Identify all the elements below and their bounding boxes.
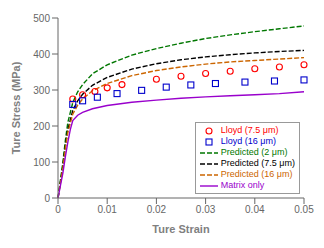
svg-text:0.05: 0.05 [294,204,314,215]
svg-text:Ture Stress (MPa): Ture Stress (MPa) [10,61,22,154]
html-text:Matrix only: Matrix only [220,180,265,190]
svg-text:Ture Strain: Ture Strain [152,223,210,235]
svg-text:0: 0 [44,193,50,204]
html-text:Lloyd (7.5 μm): Lloyd (7.5 μm) [220,125,279,135]
html-text:Lloyd (16 μm): Lloyd (16 μm) [220,136,276,146]
svg-text:0.02: 0.02 [147,204,167,215]
svg-text:500: 500 [33,13,50,24]
svg-text:100: 100 [33,157,50,168]
svg-text:200: 200 [33,121,50,132]
svg-text:400: 400 [33,49,50,60]
html-text:Predicted (2 μm): Predicted (2 μm) [220,147,288,157]
html-text:Predicted (16 μm): Predicted (16 μm) [220,169,293,179]
svg-text:0.03: 0.03 [196,204,216,215]
svg-text:0.01: 0.01 [97,204,117,215]
svg-text:0.04: 0.04 [245,204,265,215]
svg-text:0: 0 [55,204,61,215]
html-text:Predicted (7.5 μm): Predicted (7.5 μm) [220,158,295,168]
svg-text:300: 300 [33,85,50,96]
